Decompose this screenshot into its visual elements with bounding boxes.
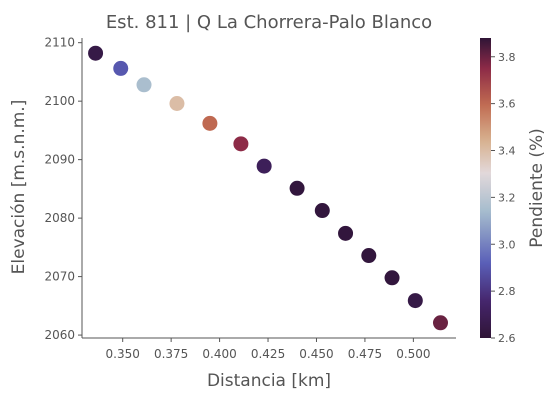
scatter-point bbox=[136, 77, 152, 93]
scatter-point bbox=[256, 158, 272, 174]
scatter-point bbox=[314, 203, 330, 219]
scatter-point bbox=[113, 60, 129, 76]
plot-area: 0.350 0.375 0.400 0.425 0.450 0.475 0.500 2060 2… bbox=[44, 36, 456, 361]
x-tick-label: 0.475 bbox=[348, 347, 382, 361]
colorbar-gradient bbox=[480, 38, 491, 338]
scatter-point bbox=[338, 225, 354, 241]
colorbar-tick-label: 3.8 bbox=[498, 51, 516, 64]
x-tick-label: 0.400 bbox=[202, 347, 236, 361]
scatter-point bbox=[88, 45, 104, 61]
x-axis-label: Distancia [km] bbox=[207, 371, 331, 391]
colorbar-tick-label: 3.0 bbox=[498, 238, 516, 251]
y-axis-label: Elevación [m.s.n.m.] bbox=[9, 100, 29, 275]
colorbar-label: Pendiente (%) bbox=[527, 128, 547, 248]
scatter-point bbox=[361, 248, 377, 264]
x-tick-label: 0.450 bbox=[299, 347, 333, 361]
scatter-point bbox=[407, 293, 423, 309]
y-tick-label: 2100 bbox=[44, 94, 75, 108]
scatter-point bbox=[233, 136, 249, 152]
scatter-point bbox=[432, 315, 448, 331]
colorbar: 2.6 2.8 3.0 3.2 3.4 3.6 3.8 bbox=[480, 38, 516, 345]
y-tick-label: 2080 bbox=[44, 211, 75, 225]
x-tick-label: 0.375 bbox=[154, 347, 188, 361]
x-tick-label: 0.500 bbox=[396, 347, 430, 361]
scatter-point bbox=[202, 115, 218, 131]
x-tick-label: 0.350 bbox=[106, 347, 140, 361]
chart-title: Est. 811 | Q La Chorrera-Palo Blanco bbox=[106, 12, 432, 33]
y-tick-label: 2060 bbox=[44, 328, 75, 342]
colorbar-tick-label: 3.2 bbox=[498, 191, 516, 204]
colorbar-tick-label: 2.6 bbox=[498, 332, 516, 345]
x-tick-label: 0.425 bbox=[251, 347, 285, 361]
scatter-point bbox=[289, 180, 305, 196]
y-tick-label: 2110 bbox=[44, 36, 75, 50]
colorbar-tick-label: 2.8 bbox=[498, 285, 516, 298]
y-tick-label: 2090 bbox=[44, 153, 75, 167]
colorbar-tick-label: 3.4 bbox=[498, 145, 516, 158]
scatter-point bbox=[384, 270, 400, 286]
colorbar-tick-label: 3.6 bbox=[498, 98, 516, 111]
y-tick-label: 2070 bbox=[44, 270, 75, 284]
scatter-point bbox=[169, 95, 185, 111]
